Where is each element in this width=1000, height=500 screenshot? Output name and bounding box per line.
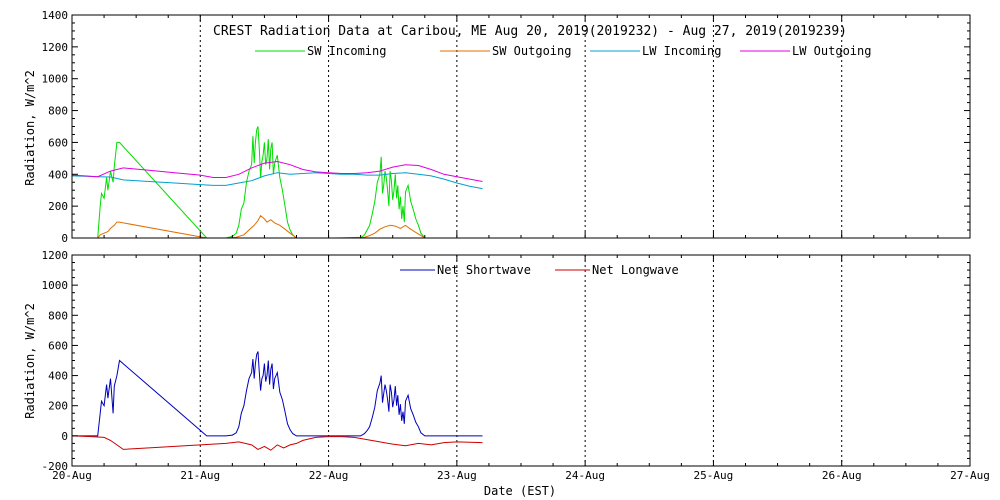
x-tick-label: 26-Aug [822, 469, 862, 482]
bottom-panel-ylabel: Radiation, W/m^2 [23, 303, 37, 419]
y-tick-label: 1000 [42, 279, 69, 292]
top-panel-grid [199, 15, 843, 238]
x-tick-label: 27-Aug [950, 469, 990, 482]
series-line-lw-incoming [71, 172, 483, 190]
bottom-panel-legend: Net Shortwave Net Longwave [400, 263, 679, 277]
y-tick-label: 1000 [42, 73, 69, 86]
y-tick-label: 800 [48, 309, 68, 322]
bottom-panel-ticks: -200 0 200 400 600 800 1000 1200 20-Aug 21-Aug 22-… [42, 249, 990, 482]
bottom-panel: -200 0 200 400 600 800 1000 1200 20-Aug 21-Aug 22-… [23, 249, 990, 498]
x-tick-label: 20-Aug [52, 469, 92, 482]
y-tick-label: -200 [42, 460, 69, 473]
top-panel: 0 200 400 600 800 1000 1200 1400 CREST Radiatio… [23, 9, 971, 245]
y-tick-label: 200 [48, 400, 68, 413]
top-panel-ylabel: Radiation, W/m^2 [23, 70, 37, 186]
y-tick-label: 800 [48, 105, 68, 118]
legend-label: SW Outgoing [492, 44, 571, 58]
bottom-panel-series [71, 351, 483, 451]
y-tick-label: 200 [48, 200, 68, 213]
y-tick-label: 0 [61, 430, 68, 443]
x-axis-label: Date (EST) [484, 484, 556, 498]
top-panel-ticks: 0 200 400 600 800 1000 1200 1400 [42, 9, 971, 245]
legend-label: LW Outgoing [792, 44, 871, 58]
legend-label: Net Longwave [592, 263, 679, 277]
legend-label: LW Incoming [642, 44, 721, 58]
x-tick-label: 25-Aug [694, 469, 734, 482]
y-tick-label: 0 [61, 232, 68, 245]
x-tick-label: 21-Aug [180, 469, 220, 482]
series-line-lw-outgoing [71, 160, 483, 182]
legend-label: Net Shortwave [437, 263, 531, 277]
y-tick-label: 1400 [42, 9, 69, 22]
series-line-net-longwave [71, 435, 483, 451]
y-tick-label: 1200 [42, 249, 69, 262]
series-line-sw-outgoing [72, 214, 426, 239]
legend-label: SW Incoming [307, 44, 386, 58]
y-tick-label: 400 [48, 168, 68, 181]
y-tick-label: 600 [48, 136, 68, 149]
x-tick-label: 23-Aug [437, 469, 477, 482]
top-panel-legend: SW Incoming SW Outgoing LW Incoming LW Outg… [255, 44, 871, 58]
x-tick-label: 24-Aug [565, 469, 605, 482]
series-line-net-shortwave [72, 351, 483, 437]
x-tick-label: 22-Aug [309, 469, 349, 482]
y-tick-label: 400 [48, 370, 68, 383]
y-tick-label: 600 [48, 339, 68, 352]
y-tick-label: 1200 [42, 41, 69, 54]
top-panel-title: CREST Radiation Data at Caribou, ME Aug … [213, 24, 847, 39]
